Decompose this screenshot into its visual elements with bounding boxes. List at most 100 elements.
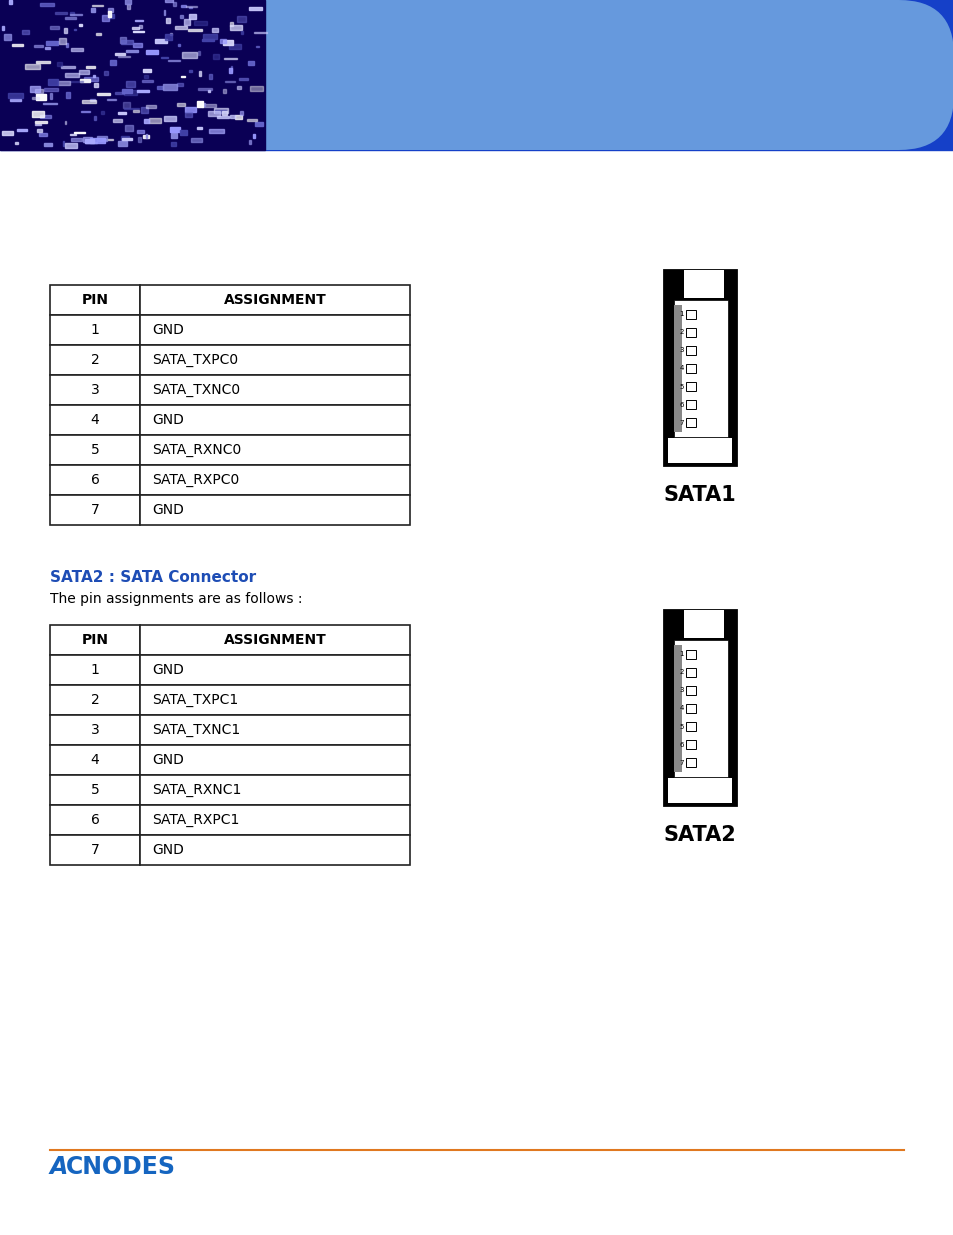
Bar [208, 111, 220, 116]
Bar [164, 116, 175, 121]
Bar [57, 62, 62, 65]
Bar [66, 43, 68, 47]
Text: ASSIGNMENT: ASSIGNMENT [223, 293, 326, 308]
Bar [198, 88, 212, 90]
Text: 4: 4 [679, 705, 683, 711]
Bar [140, 625, 410, 655]
Bar [101, 111, 104, 114]
Bar [38, 133, 47, 136]
Bar [50, 315, 140, 345]
Bar [247, 119, 256, 121]
Bar [30, 85, 40, 91]
Bar [36, 61, 50, 63]
Bar [202, 104, 216, 107]
Bar [40, 115, 51, 117]
Bar [64, 28, 67, 33]
Bar [138, 137, 140, 142]
Bar [172, 142, 176, 147]
Bar [119, 37, 126, 43]
Bar [54, 12, 68, 14]
Bar [249, 6, 262, 10]
Text: 4: 4 [91, 753, 99, 767]
Bar [154, 38, 167, 43]
Bar [231, 22, 233, 26]
Text: SATA_RXPC0: SATA_RXPC0 [152, 473, 239, 487]
Bar [125, 0, 132, 5]
Bar [254, 32, 267, 33]
Bar [171, 133, 176, 138]
Bar [133, 31, 144, 32]
Bar [124, 107, 139, 109]
Bar [43, 103, 56, 105]
Bar [157, 85, 163, 89]
Bar [121, 41, 132, 43]
Bar [180, 15, 183, 17]
Text: PIN: PIN [81, 293, 109, 308]
Bar [137, 130, 144, 133]
Bar [213, 54, 219, 59]
Bar [44, 88, 58, 91]
Bar [92, 74, 95, 78]
Bar [71, 138, 82, 141]
Text: 5: 5 [679, 724, 683, 730]
Bar [0, 0, 265, 149]
Bar [236, 85, 241, 89]
Bar [140, 466, 410, 495]
Text: ASSIGNMENT: ASSIGNMENT [223, 634, 326, 647]
Text: GND: GND [152, 412, 184, 427]
Text: 2: 2 [91, 353, 99, 367]
Bar [140, 655, 410, 685]
Text: 2: 2 [679, 669, 683, 676]
Bar [146, 105, 155, 107]
Text: 5: 5 [679, 384, 683, 390]
Bar [141, 107, 148, 112]
Text: SATA_TXPC0: SATA_TXPC0 [152, 353, 238, 367]
Bar [50, 495, 140, 525]
Bar [229, 43, 241, 49]
Text: 7: 7 [91, 503, 99, 517]
FancyBboxPatch shape [210, 0, 953, 149]
Bar [58, 82, 71, 84]
Bar [108, 7, 112, 12]
Text: CNODES: CNODES [66, 1155, 175, 1179]
Text: SATA_RXNC1: SATA_RXNC1 [152, 783, 241, 797]
Bar [133, 110, 139, 111]
Bar [82, 100, 96, 103]
Text: 1: 1 [91, 324, 99, 337]
Text: PIN: PIN [81, 634, 109, 647]
Bar [127, 5, 131, 9]
Bar [193, 21, 207, 25]
Text: SATA2: SATA2 [663, 825, 736, 845]
Bar [140, 685, 410, 715]
Bar [81, 111, 90, 112]
Bar [683, 610, 723, 638]
Bar [140, 495, 410, 525]
Bar [112, 119, 122, 122]
Bar [140, 285, 410, 315]
Text: 4: 4 [91, 412, 99, 427]
Bar [140, 375, 410, 405]
Bar [132, 27, 138, 30]
Bar [663, 610, 735, 805]
Bar [84, 77, 98, 82]
Bar [25, 64, 40, 69]
Bar [209, 130, 223, 132]
Bar [2, 26, 4, 30]
Bar [182, 52, 196, 58]
Bar [180, 77, 185, 78]
Bar [65, 73, 79, 77]
Bar [40, 2, 54, 6]
Bar [50, 835, 140, 864]
Bar [50, 685, 140, 715]
Bar [91, 7, 95, 12]
Bar [31, 96, 38, 100]
Bar [15, 142, 18, 143]
Bar [198, 72, 201, 75]
Bar [212, 28, 217, 32]
Bar [85, 138, 94, 142]
Bar [683, 270, 723, 298]
Bar [685, 668, 696, 677]
Bar [115, 93, 124, 94]
Bar [10, 99, 21, 101]
Bar [223, 89, 226, 93]
